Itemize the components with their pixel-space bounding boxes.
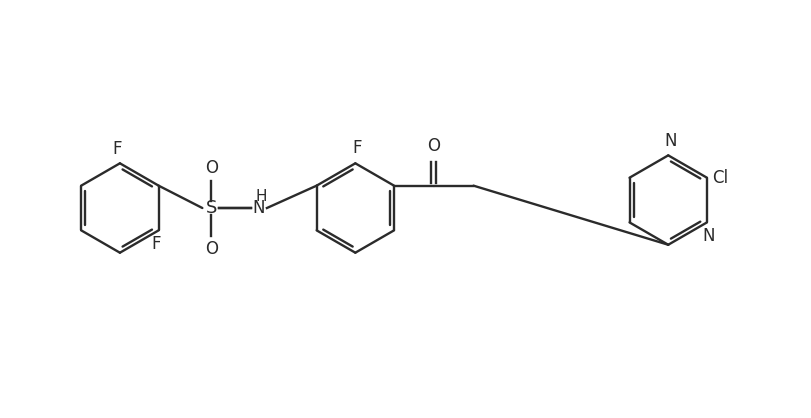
Text: S: S bbox=[206, 199, 217, 217]
Text: N: N bbox=[664, 133, 676, 150]
Text: O: O bbox=[205, 240, 218, 258]
Text: F: F bbox=[151, 235, 161, 253]
Text: F: F bbox=[112, 140, 122, 158]
Text: F: F bbox=[353, 139, 362, 157]
Text: O: O bbox=[427, 137, 440, 155]
Text: N: N bbox=[252, 199, 264, 217]
Text: Cl: Cl bbox=[712, 169, 728, 187]
Text: O: O bbox=[205, 159, 218, 177]
Text: N: N bbox=[702, 227, 715, 245]
Text: H: H bbox=[255, 189, 267, 204]
